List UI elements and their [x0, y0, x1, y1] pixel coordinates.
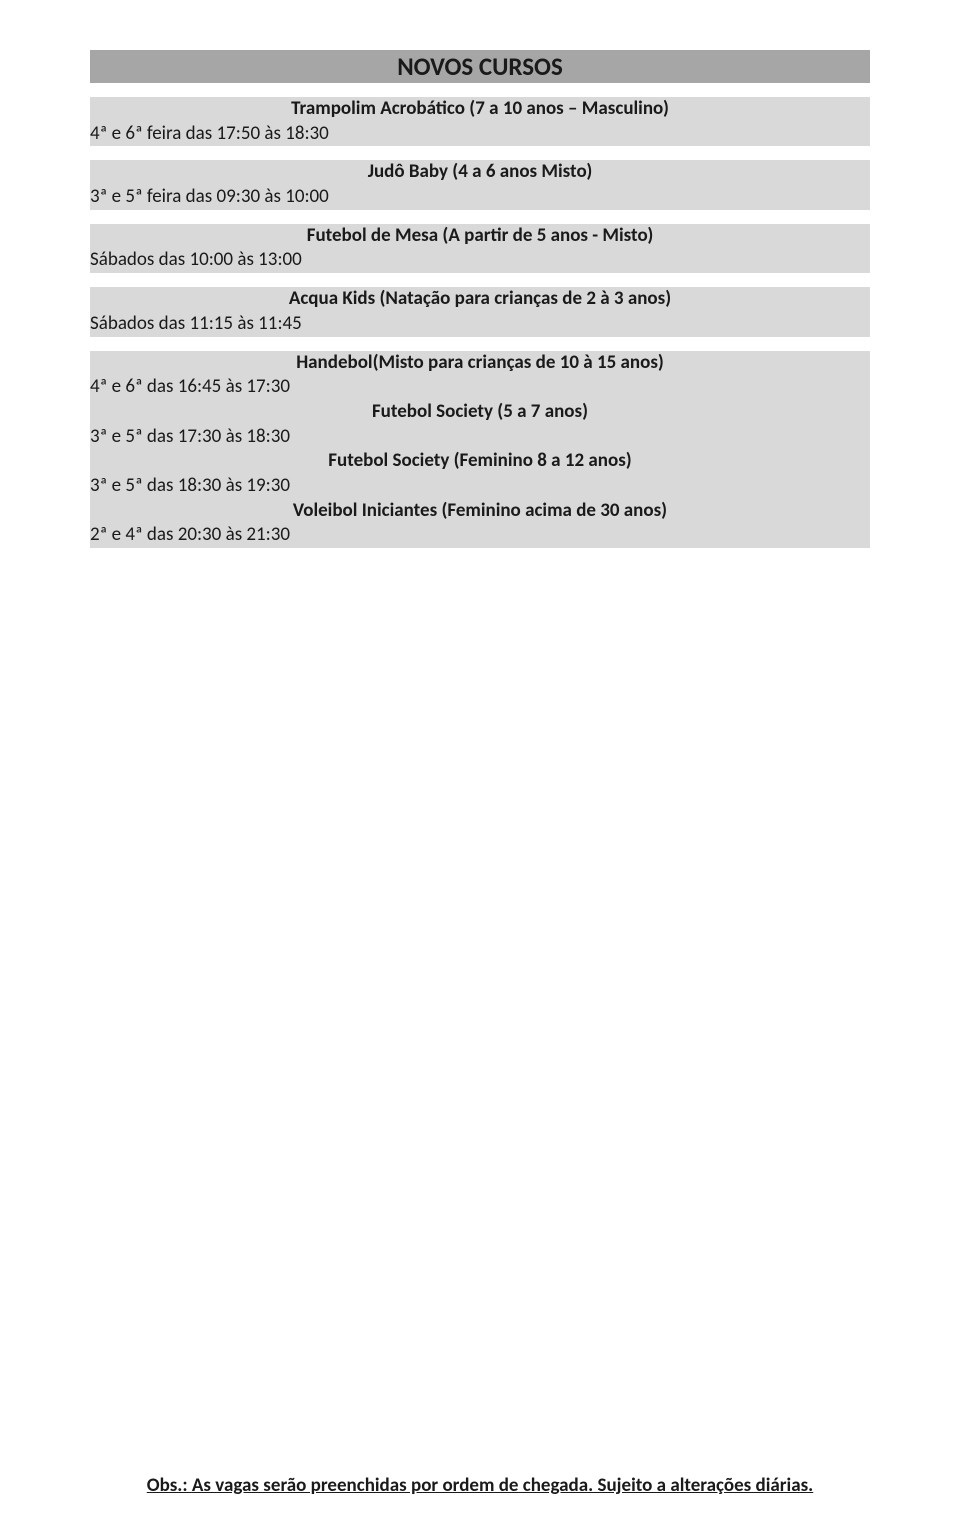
schedule-acqua: Sábados das 11:15 às 11:45 [90, 312, 870, 337]
course-header-acqua: Acqua Kids (Natação para crianças de 2 à… [90, 287, 870, 312]
course-header-trampolim: Trampolim Acrobático (7 a 10 anos – Masc… [90, 97, 870, 122]
schedule-handebol: 4ª e 6ª das 16:45 às 17:30 [90, 375, 870, 400]
course-header-handebol: Handebol(Misto para crianças de 10 à 15 … [90, 351, 870, 376]
schedule-voleibol: 2ª e 4ª das 20:30 às 21:30 [90, 523, 870, 548]
page-container: NOVOS CURSOS Trampolim Acrobático (7 a 1… [0, 0, 960, 1537]
schedule-trampolim: 4ª e 6ª feira das 17:50 às 18:30 [90, 122, 870, 147]
page-title: NOVOS CURSOS [90, 51, 870, 82]
footer-note: Obs.: As vagas serão preenchidas por ord… [90, 1474, 870, 1497]
course-header-judo: Judô Baby (4 a 6 anos Misto) [90, 160, 870, 185]
course-header-futebol-mesa: Futebol de Mesa (A partir de 5 anos - Mi… [90, 224, 870, 249]
schedule-futebol-society-fem: 3ª e 5ª das 18:30 às 19:30 [90, 474, 870, 499]
course-header-futebol-society-fem: Futebol Society (Feminino 8 a 12 anos) [90, 449, 870, 474]
course-header-voleibol: Voleibol Iniciantes (Feminino acima de 3… [90, 499, 870, 524]
schedule-futebol-mesa: Sábados das 10:00 às 13:00 [90, 248, 870, 273]
schedule-judo: 3ª e 5ª feira das 09:30 às 10:00 [90, 185, 870, 210]
schedule-futebol-society-5-7: 3ª e 5ª das 17:30 às 18:30 [90, 425, 870, 450]
title-bar: NOVOS CURSOS [90, 50, 870, 83]
course-header-futebol-society-5-7: Futebol Society (5 a 7 anos) [90, 400, 870, 425]
